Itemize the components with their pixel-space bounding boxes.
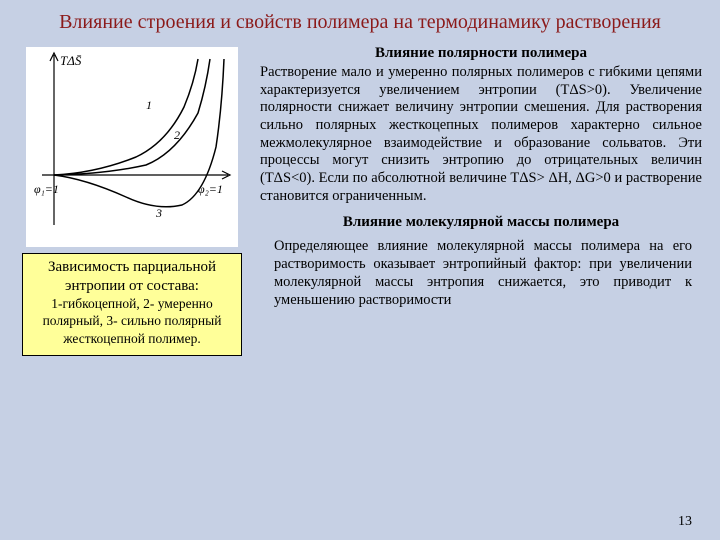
curve-1 <box>54 59 198 175</box>
y-axis-label: TΔS̄ <box>60 53 82 68</box>
curve-label-2: 2 <box>174 128 180 142</box>
page-title: Влияние строения и свойств полимера на т… <box>0 0 720 39</box>
curve-2 <box>54 59 210 175</box>
section2-heading: Влияние молекулярной массы полимера <box>260 214 702 231</box>
left-column: TΔS̄ φ₁=1 φ₂=1 1 2 3 Зависимость парциал… <box>18 43 246 356</box>
x-left-label: φ₁=1 <box>34 182 59 196</box>
caption-line1: Зависимость парциальной энтропии от сост… <box>48 259 216 294</box>
section1-body: Растворение мало и умеренно полярных пол… <box>260 64 702 206</box>
section2-body: Определяющее влияние молекулярной массы … <box>274 237 692 310</box>
content-row: TΔS̄ φ₁=1 φ₂=1 1 2 3 Зависимость парциал… <box>0 39 720 356</box>
caption-line2: 1-гибкоцепной, 2- умеренно полярный, 3- … <box>43 296 222 347</box>
page-number: 13 <box>678 514 692 530</box>
chart-svg: TΔS̄ φ₁=1 φ₂=1 1 2 3 <box>26 47 238 247</box>
curve-label-3: 3 <box>155 206 162 220</box>
chart-caption: Зависимость парциальной энтропии от сост… <box>22 253 242 356</box>
curve-label-1: 1 <box>146 98 152 112</box>
right-column: Влияние полярности полимера Растворение … <box>246 43 702 356</box>
section1-heading: Влияние полярности полимера <box>260 45 702 62</box>
entropy-chart: TΔS̄ φ₁=1 φ₂=1 1 2 3 <box>26 47 238 247</box>
